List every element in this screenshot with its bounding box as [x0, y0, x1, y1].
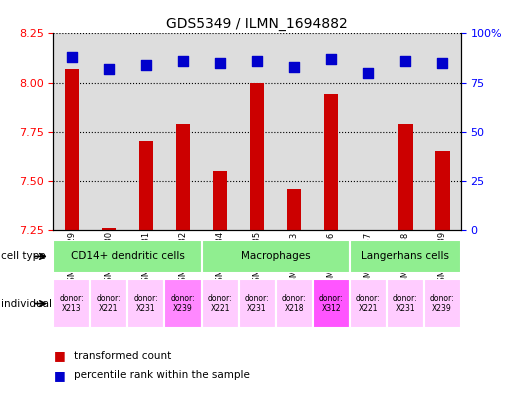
Bar: [350, 279, 387, 328]
Bar: [239, 33, 275, 230]
Bar: [202, 279, 239, 328]
Bar: [239, 279, 275, 328]
Bar: [324, 94, 338, 230]
Text: donor:
X221: donor: X221: [356, 294, 380, 313]
Text: donor:
X231: donor: X231: [393, 294, 417, 313]
Text: donor:
X231: donor: X231: [134, 294, 158, 313]
Text: ■: ■: [53, 349, 65, 362]
Bar: [127, 279, 164, 328]
Point: [290, 64, 298, 70]
Bar: [387, 279, 423, 328]
Text: donor:
X231: donor: X231: [245, 294, 269, 313]
Text: donor:
X221: donor: X221: [97, 294, 121, 313]
Bar: [176, 124, 190, 230]
Text: donor:
X218: donor: X218: [282, 294, 306, 313]
Text: ■: ■: [53, 369, 65, 382]
Bar: [53, 279, 91, 328]
Bar: [313, 33, 350, 230]
Bar: [423, 33, 461, 230]
Bar: [435, 151, 449, 230]
Text: percentile rank within the sample: percentile rank within the sample: [74, 370, 250, 380]
Point: [142, 62, 150, 68]
Bar: [53, 240, 202, 273]
Bar: [53, 33, 91, 230]
Bar: [164, 33, 202, 230]
Bar: [91, 33, 127, 230]
Text: cell type: cell type: [1, 252, 46, 261]
Bar: [65, 69, 79, 230]
Bar: [313, 279, 350, 328]
Text: donor:
X312: donor: X312: [319, 294, 344, 313]
Bar: [275, 33, 313, 230]
Bar: [350, 240, 461, 273]
Bar: [249, 83, 265, 230]
Bar: [138, 141, 153, 230]
Title: GDS5349 / ILMN_1694882: GDS5349 / ILMN_1694882: [166, 17, 348, 31]
Point: [253, 58, 261, 64]
Point: [438, 60, 446, 66]
Bar: [423, 279, 461, 328]
Point: [105, 66, 113, 72]
Bar: [91, 279, 127, 328]
Bar: [164, 279, 202, 328]
Bar: [398, 124, 412, 230]
Bar: [213, 171, 228, 230]
Text: donor:
X221: donor: X221: [208, 294, 232, 313]
Point: [179, 58, 187, 64]
Bar: [350, 33, 387, 230]
Bar: [275, 279, 313, 328]
Text: Macrophages: Macrophages: [241, 252, 310, 261]
Text: donor:
X239: donor: X239: [171, 294, 195, 313]
Bar: [127, 33, 164, 230]
Bar: [202, 33, 239, 230]
Bar: [287, 189, 301, 230]
Bar: [387, 33, 423, 230]
Text: transformed count: transformed count: [74, 351, 171, 361]
Text: individual: individual: [1, 299, 52, 309]
Point: [364, 70, 372, 76]
Text: Langerhans cells: Langerhans cells: [361, 252, 449, 261]
Point: [327, 56, 335, 62]
Text: donor:
X239: donor: X239: [430, 294, 455, 313]
Bar: [102, 228, 117, 230]
Point: [216, 60, 224, 66]
Bar: [202, 240, 350, 273]
Point: [401, 58, 409, 64]
Text: CD14+ dendritic cells: CD14+ dendritic cells: [71, 252, 184, 261]
Text: donor:
X213: donor: X213: [60, 294, 84, 313]
Point: [68, 54, 76, 60]
